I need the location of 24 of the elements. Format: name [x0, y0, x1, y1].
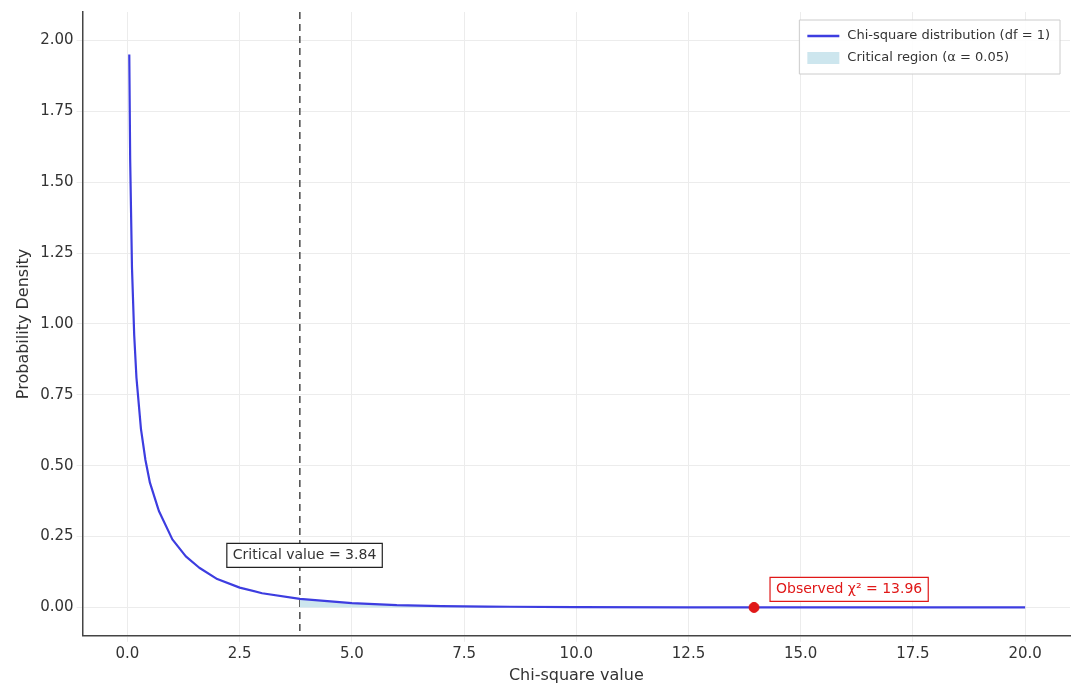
y-tick-label: 1.25	[40, 242, 74, 261]
y-tick-label: 1.75	[40, 101, 74, 120]
x-tick-label: 17.5	[896, 643, 930, 662]
x-tick-label: 0.0	[115, 643, 140, 662]
y-tick-label: 2.00	[40, 30, 74, 49]
x-tick-label: 5.0	[339, 643, 364, 662]
x-tick-label: 2.5	[227, 643, 252, 662]
y-tick-label: 0.00	[40, 597, 74, 616]
annotation: Observed χ² = 13.96	[776, 580, 923, 597]
x-tick-label: 10.0	[559, 643, 593, 662]
x-tick-label: 12.5	[671, 643, 706, 662]
legend-label: Chi-square distribution (df = 1)	[847, 27, 1050, 43]
legend-label: Critical region (α = 0.05)	[847, 49, 1010, 65]
y-tick-label: 0.25	[40, 526, 74, 545]
x-axis-title: Chi-square value	[508, 664, 644, 684]
ref-line-label: Critical value = 3.84	[232, 546, 377, 563]
y-tick-label: 1.00	[40, 313, 74, 332]
x-tick-label: 7.5	[452, 643, 477, 662]
y-tick-label: 0.75	[40, 384, 74, 403]
y-axis-title: Probability Density	[12, 248, 32, 400]
y-tick-label: 1.50	[40, 172, 74, 191]
x-tick-label: 15.0	[784, 643, 818, 662]
y-tick-label: 0.50	[40, 455, 74, 474]
x-tick-label: 20.0	[1008, 643, 1042, 662]
